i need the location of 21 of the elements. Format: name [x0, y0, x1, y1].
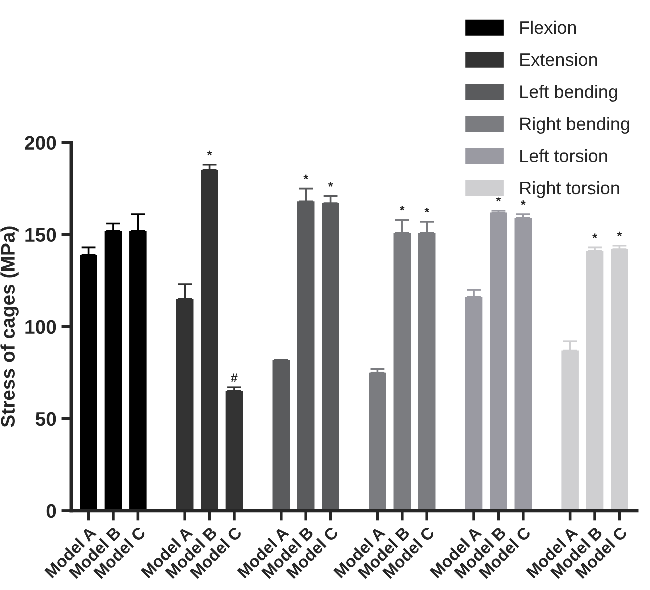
- data-label: *: [328, 182, 334, 187]
- data-label: *: [617, 232, 622, 237]
- y-tick-label: 0: [46, 504, 56, 518]
- y-tick-label: 150: [26, 228, 56, 242]
- data-label: *: [304, 174, 309, 180]
- data-label: *: [207, 150, 212, 156]
- data-label: *: [592, 234, 598, 238]
- y-axis-title: Stress of cages (MPa): [0, 226, 19, 428]
- legend-label: Left bending: [520, 85, 618, 102]
- data-label: *: [424, 208, 430, 213]
- y-tick-label: 50: [36, 412, 56, 426]
- legend-label: Flexion: [520, 20, 576, 34]
- y-tick-label: 200: [25, 136, 56, 150]
- legend-label: Right bending: [520, 117, 630, 134]
- legend-label: Left torsion: [520, 149, 608, 163]
- y-tick-label: 100: [26, 320, 56, 334]
- data-label: *: [400, 206, 405, 211]
- legend-label: Right torsion: [520, 181, 620, 198]
- legend-label: Extension: [520, 53, 598, 66]
- data-label: *: [521, 200, 526, 206]
- data-label: #: [231, 374, 238, 382]
